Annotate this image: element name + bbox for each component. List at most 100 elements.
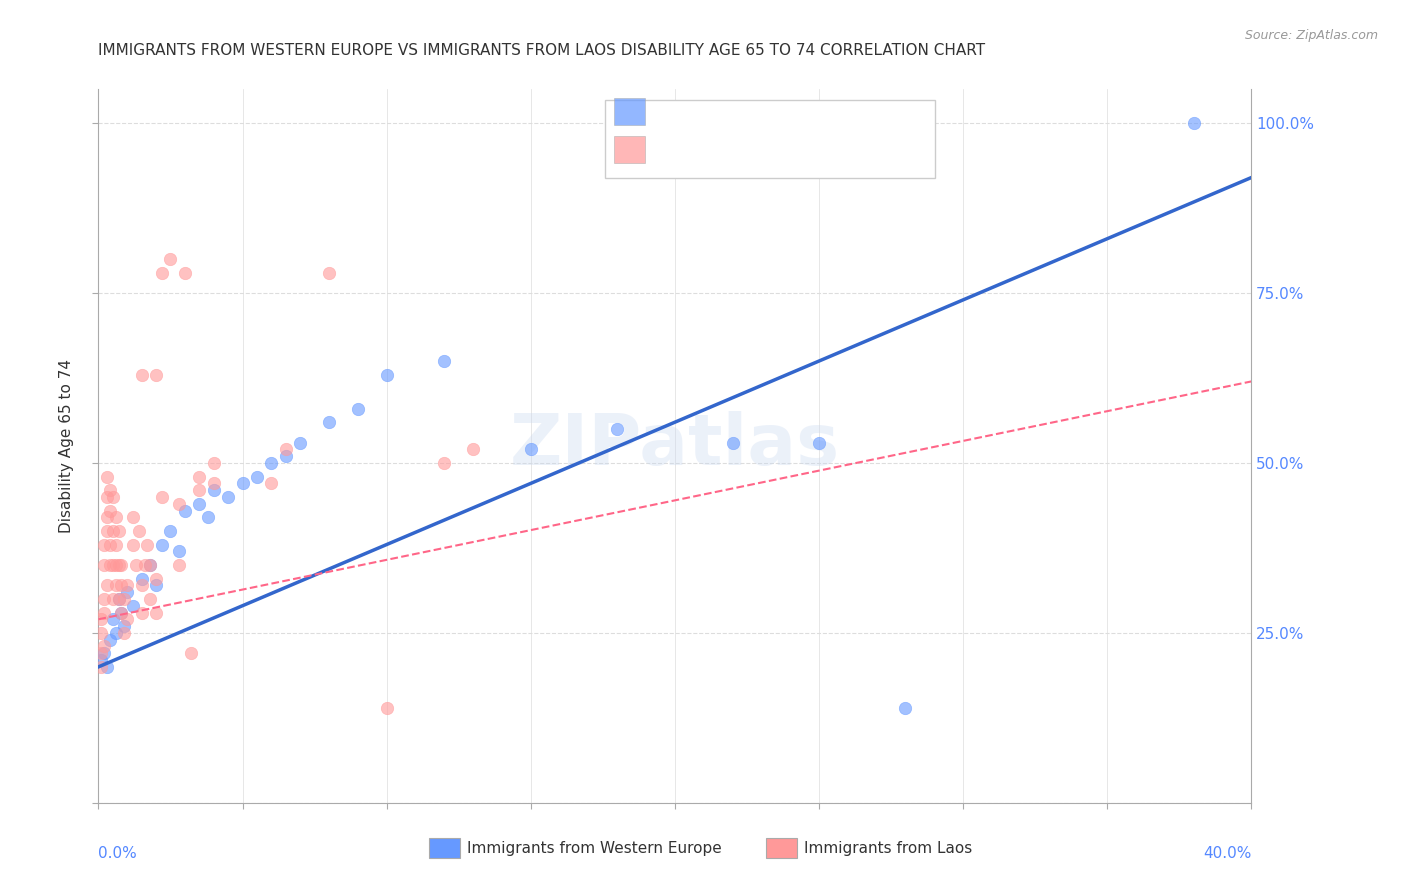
Point xyxy=(150,537,173,551)
Point xyxy=(375,700,398,714)
Text: Source: ZipAtlas.com: Source: ZipAtlas.com xyxy=(1244,29,1378,42)
Point xyxy=(202,456,225,470)
Point xyxy=(520,442,543,457)
Point xyxy=(93,558,115,572)
Point xyxy=(104,578,127,592)
Point xyxy=(894,700,917,714)
Point xyxy=(96,469,118,483)
Point xyxy=(260,476,283,491)
Point xyxy=(93,606,115,620)
Point xyxy=(167,497,190,511)
Point xyxy=(131,368,153,382)
Point xyxy=(131,578,153,592)
Point xyxy=(145,572,167,586)
Point xyxy=(188,483,211,498)
Text: ZIPatlas: ZIPatlas xyxy=(510,411,839,481)
Point xyxy=(96,524,118,538)
Text: Immigrants from Laos: Immigrants from Laos xyxy=(804,841,973,855)
Point xyxy=(110,606,132,620)
Point xyxy=(139,558,162,572)
Point xyxy=(90,612,112,626)
Point xyxy=(96,510,118,524)
Point xyxy=(346,401,368,416)
Point xyxy=(159,252,181,266)
Point xyxy=(202,476,225,491)
Point xyxy=(188,469,211,483)
Point xyxy=(217,490,239,504)
Point xyxy=(274,442,297,457)
Point xyxy=(318,415,340,429)
Point xyxy=(375,368,398,382)
Point xyxy=(101,591,124,606)
Point xyxy=(96,660,118,674)
Point xyxy=(117,612,139,626)
Point xyxy=(274,449,297,463)
Point xyxy=(90,660,112,674)
Point xyxy=(174,266,197,280)
Point xyxy=(101,490,124,504)
Point xyxy=(167,558,190,572)
Point xyxy=(139,591,162,606)
Point xyxy=(188,497,211,511)
Point xyxy=(145,578,167,592)
Point xyxy=(98,558,121,572)
Point xyxy=(104,510,127,524)
Point xyxy=(112,626,135,640)
Point xyxy=(246,469,269,483)
Point xyxy=(159,524,181,538)
Point xyxy=(104,537,127,551)
Text: N = 37: N = 37 xyxy=(801,112,863,129)
Point xyxy=(128,524,150,538)
Point xyxy=(96,490,118,504)
Point xyxy=(180,646,202,660)
Text: R = 0.259: R = 0.259 xyxy=(651,150,742,168)
Point xyxy=(101,612,124,626)
Point xyxy=(107,591,129,606)
Text: N = 67: N = 67 xyxy=(801,150,863,168)
Point xyxy=(290,435,312,450)
Point xyxy=(122,537,145,551)
Point xyxy=(93,646,115,660)
Point xyxy=(112,591,135,606)
Point xyxy=(150,490,173,504)
Point xyxy=(606,422,628,436)
Point xyxy=(145,606,167,620)
Point xyxy=(174,503,197,517)
Point xyxy=(98,503,121,517)
Point xyxy=(107,591,129,606)
Point xyxy=(90,646,112,660)
Text: R = 0.622: R = 0.622 xyxy=(651,112,742,129)
Point xyxy=(139,558,162,572)
Point xyxy=(98,632,121,647)
Point xyxy=(110,578,132,592)
Point xyxy=(167,544,190,558)
Point xyxy=(131,572,153,586)
Text: IMMIGRANTS FROM WESTERN EUROPE VS IMMIGRANTS FROM LAOS DISABILITY AGE 65 TO 74 C: IMMIGRANTS FROM WESTERN EUROPE VS IMMIGR… xyxy=(98,43,986,58)
Point xyxy=(231,476,254,491)
Point xyxy=(98,483,121,498)
Point xyxy=(202,483,225,498)
Point xyxy=(1182,116,1205,130)
Text: 0.0%: 0.0% xyxy=(98,846,138,861)
Point xyxy=(136,537,159,551)
Point xyxy=(93,640,115,654)
Text: Immigrants from Western Europe: Immigrants from Western Europe xyxy=(467,841,721,855)
Point xyxy=(90,626,112,640)
Point xyxy=(134,558,156,572)
Point xyxy=(104,626,127,640)
Point xyxy=(197,510,219,524)
Point xyxy=(117,585,139,599)
Point xyxy=(93,591,115,606)
Point xyxy=(93,537,115,551)
Point xyxy=(117,578,139,592)
Point xyxy=(131,606,153,620)
Text: 40.0%: 40.0% xyxy=(1204,846,1251,861)
Point xyxy=(122,599,145,613)
Point xyxy=(101,558,124,572)
Point xyxy=(318,266,340,280)
Point xyxy=(461,442,484,457)
Point xyxy=(101,524,124,538)
Point xyxy=(107,558,129,572)
Point xyxy=(150,266,173,280)
Point xyxy=(110,558,132,572)
